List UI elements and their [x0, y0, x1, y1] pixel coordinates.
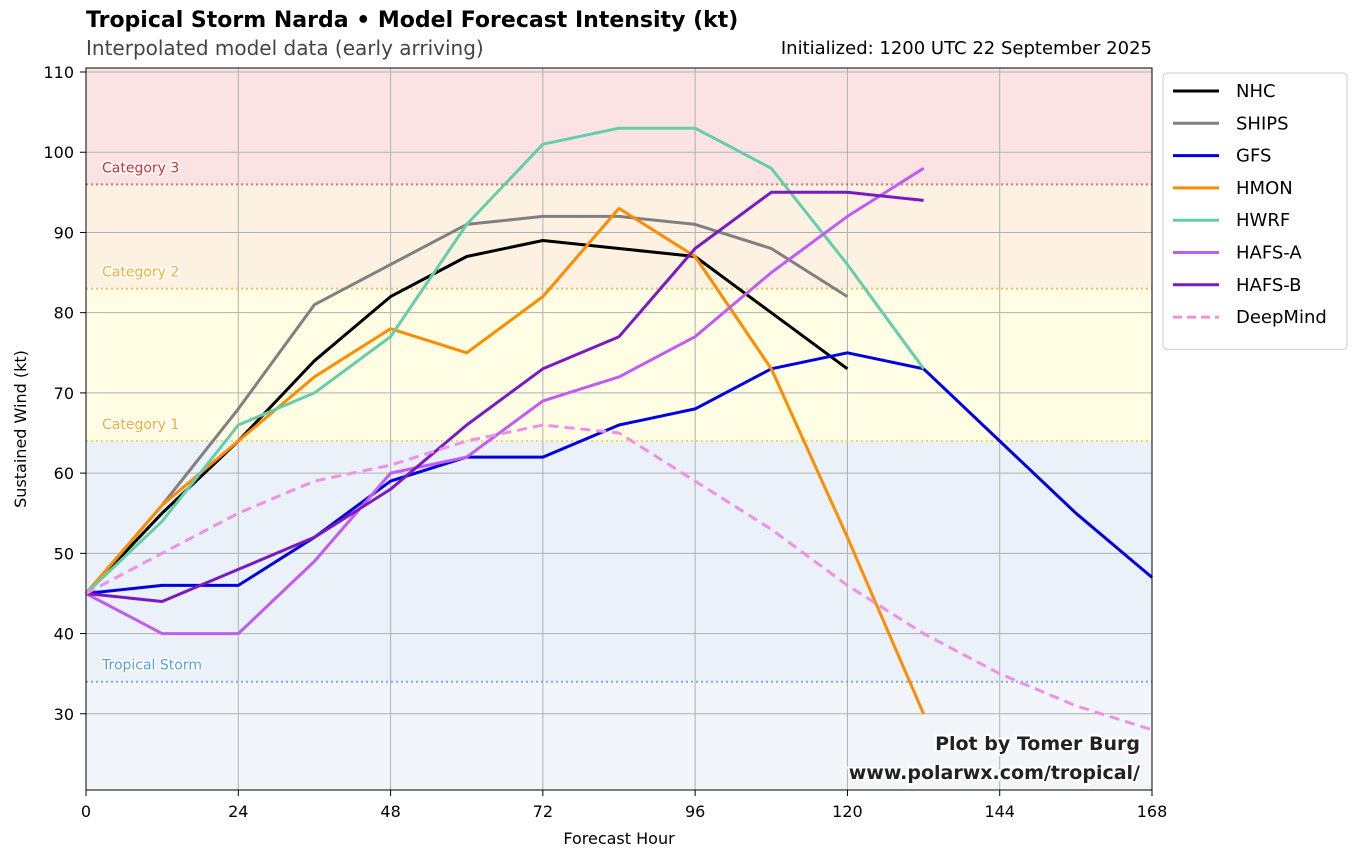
chart-subtitle: Interpolated model data (early arriving): [86, 36, 484, 60]
threshold-label: Category 3: [102, 160, 179, 176]
y-axis-label: Sustained Wind (kt): [11, 350, 30, 508]
legend: NHC SHIPS GFS HMON HWRF HAFS-A HAFS-B DeepMind: [1162, 72, 1348, 350]
chart-title: Tropical Storm Narda • Model Forecast In…: [86, 8, 739, 33]
y-tick-label: 110: [43, 63, 74, 82]
legend-item-hafs-b: HAFS-B: [1236, 275, 1302, 296]
band-tropical-storm: [86, 441, 1152, 682]
series-line-hmon: [84, 206, 925, 715]
y-tick-label: 40: [54, 625, 74, 644]
legend-item-hwrf: HWRF: [1236, 210, 1290, 231]
band-cat2: [86, 184, 1152, 289]
initialized-time: Initialized: 1200 UTC 22 September 2025: [780, 38, 1152, 59]
y-tick-label: 50: [54, 544, 74, 563]
legend-item-gfs: GFS: [1236, 146, 1271, 167]
legend-item-nhc: NHC: [1236, 81, 1276, 102]
legend-item-deepmind: DeepMind: [1236, 307, 1327, 328]
threshold-label: Category 1: [102, 417, 179, 433]
threshold-label: Tropical Storm: [101, 658, 202, 674]
credit-line-1: Plot by Tomer Burg: [935, 733, 1140, 755]
x-tick-label: 96: [685, 802, 705, 821]
threshold-lines: Tropical Storm Category 1 Category 2 Catego…: [86, 159, 1152, 683]
x-tick-label: 120: [832, 802, 863, 821]
series-lines: [84, 126, 1153, 732]
x-tick-label: 48: [380, 802, 400, 821]
y-tick-label: 30: [54, 705, 74, 724]
y-tick-label: 80: [54, 304, 74, 323]
series-line-gfs: [85, 351, 1153, 595]
credit-line-2: www.polarwx.com/tropical/: [849, 762, 1140, 784]
series-line-hafs-a: [85, 167, 925, 636]
legend-box: [1162, 72, 1348, 350]
legend-item-hmon: HMON: [1236, 178, 1293, 199]
legend-item-ships: SHIPS: [1236, 113, 1289, 134]
x-axis-ticks: 0 24 48 72 96 120 144 168: [81, 790, 1167, 821]
x-tick-label: 0: [81, 802, 91, 821]
threshold-label: Category 2: [102, 265, 179, 281]
x-tick-label: 72: [533, 802, 553, 821]
series-line-hwrf: [84, 126, 925, 595]
x-tick-label: 168: [1137, 802, 1168, 821]
band-cat3-plus: [86, 68, 1152, 185]
y-tick-label: 70: [54, 384, 74, 403]
plot-frame: [85, 67, 1153, 791]
band-cat1: [86, 288, 1152, 442]
x-tick-label: 24: [228, 802, 248, 821]
band-below-ts: [86, 681, 1152, 790]
series-line-nhc: [84, 239, 849, 595]
y-axis-ticks: 30 40 50 60 70 80 90 100 110: [43, 63, 86, 724]
y-tick-label: 60: [54, 464, 74, 483]
x-axis-label: Forecast Hour: [563, 829, 675, 848]
series-line-hafs-b: [85, 190, 924, 603]
x-tick-label: 144: [984, 802, 1015, 821]
legend-item-hafs-a: HAFS-A: [1236, 243, 1302, 264]
series-line-deepmind: [85, 423, 1153, 732]
y-tick-label: 90: [54, 223, 74, 242]
y-tick-label: 100: [43, 143, 74, 162]
